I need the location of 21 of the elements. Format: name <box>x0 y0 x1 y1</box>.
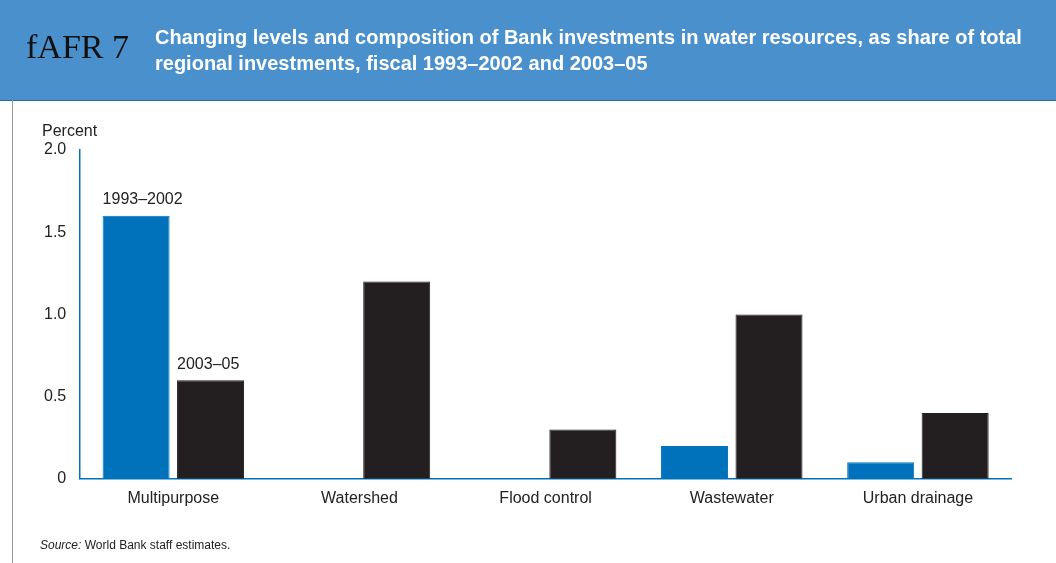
y-axis-title: Percent <box>42 122 98 140</box>
y-tick-label: 1.5 <box>43 222 67 240</box>
bar <box>549 429 617 479</box>
x-tick-label: Multipurpose <box>127 488 220 506</box>
y-tick-label: 2.0 <box>43 140 67 158</box>
source-note: Source: World Bank staff estimates. <box>40 538 231 552</box>
text: fAFR 7 <box>26 28 129 66</box>
bar <box>177 380 245 479</box>
x-tick-label: Flood control <box>499 488 592 506</box>
series-label: 1993–2002 <box>102 190 183 208</box>
y-tick-label: 1.0 <box>43 304 67 322</box>
x-tick-label: Wastewater <box>689 488 775 506</box>
bar <box>735 314 803 479</box>
y-tick-label: 0.5 <box>43 387 67 405</box>
chart-title: Changing levels and composition of Bank investments in water resources, as share of total regional investments, fiscal 1993–2002 and 2003–05 <box>155 25 1023 76</box>
bar <box>363 281 431 479</box>
y-tick-label: 0 <box>57 469 67 487</box>
series-label: 2003–05 <box>177 354 240 372</box>
x-tick-label: Watershed <box>321 488 398 506</box>
bar <box>921 413 989 479</box>
x-tick-label: Urban drainage <box>862 488 974 506</box>
